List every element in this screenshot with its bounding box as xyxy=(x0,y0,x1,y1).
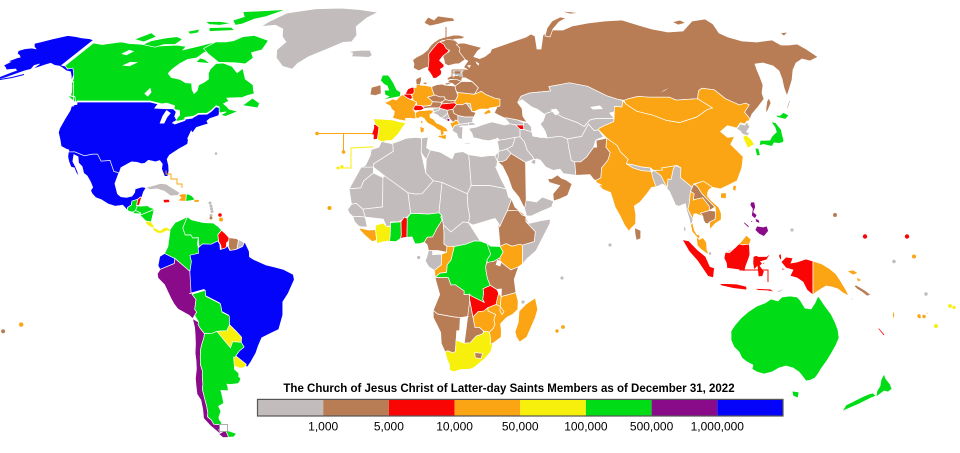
svg-text:1,000: 1,000 xyxy=(308,420,338,434)
svg-text:10,000: 10,000 xyxy=(436,420,473,434)
svg-text:50,000: 50,000 xyxy=(502,420,539,434)
svg-text:100,000: 100,000 xyxy=(564,420,608,434)
svg-text:5,000: 5,000 xyxy=(374,420,404,434)
svg-text:1,000,000: 1,000,000 xyxy=(691,420,745,434)
svg-text:500,000: 500,000 xyxy=(630,420,674,434)
svg-text:The Church of Jesus Christ of: The Church of Jesus Christ of Latter-day… xyxy=(283,383,734,395)
